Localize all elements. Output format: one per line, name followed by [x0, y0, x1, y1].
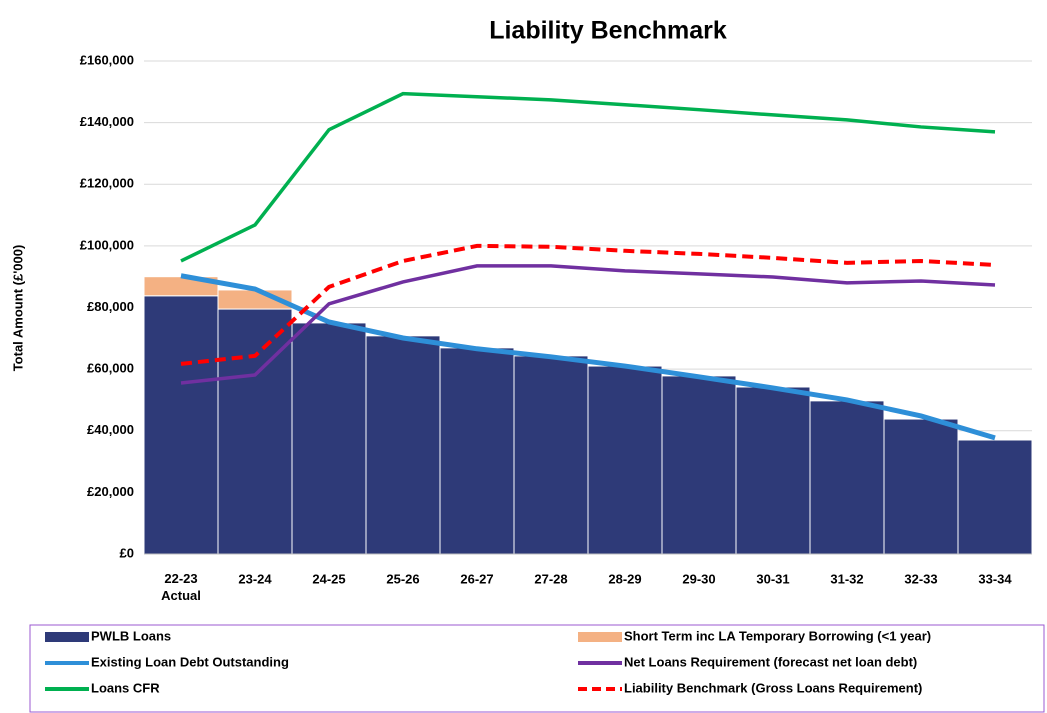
x-tick-label: 24-25: [312, 571, 345, 586]
y-tick-label: £120,000: [80, 176, 134, 191]
legend-label: Loans CFR: [91, 680, 160, 695]
legend-swatch: [578, 632, 622, 642]
x-tick-label: 26-27: [460, 571, 493, 586]
line: [180, 91, 996, 263]
x-tick-line: 22-23: [164, 571, 197, 586]
chart-title: Liability Benchmark: [489, 17, 727, 45]
bar: [291, 322, 367, 555]
legend-label: Liability Benchmark (Gross Loans Require…: [624, 680, 922, 695]
x-tick-label: 30-31: [756, 571, 789, 586]
line: [180, 243, 996, 366]
bar: [809, 400, 885, 555]
bar: [217, 308, 293, 555]
bar: [513, 355, 589, 555]
bar: [957, 439, 1033, 555]
legend-box: [29, 624, 1045, 713]
y-axis-label: Total Amount (£'000): [10, 245, 25, 372]
x-tick-label: 23-24: [238, 571, 272, 586]
y-tick-label: £20,000: [87, 484, 134, 499]
y-tick-label: £80,000: [87, 299, 134, 314]
bar: [735, 386, 811, 555]
line: [180, 264, 996, 385]
legend-label: Short Term inc LA Temporary Borrowing (<…: [624, 628, 931, 643]
bar: [587, 365, 663, 555]
x-tick-line: Actual: [161, 588, 201, 603]
y-tick-label: £100,000: [80, 237, 134, 252]
x-tick-label: 28-29: [608, 571, 641, 586]
y-tick-label: £60,000: [87, 361, 134, 376]
legend-label: PWLB Loans: [91, 628, 171, 643]
y-tick-label: £160,000: [80, 52, 134, 67]
x-tick-label: 31-32: [830, 571, 863, 586]
legend-label: Existing Loan Debt Outstanding: [91, 654, 289, 669]
x-tick-label: 33-34: [978, 571, 1012, 586]
x-tick-label: 25-26: [386, 571, 419, 586]
bar: [143, 295, 219, 555]
legend-swatch: [45, 632, 89, 642]
x-tick-label: 32-33: [904, 571, 937, 586]
x-tick-label: 29-30: [682, 571, 715, 586]
bar: [439, 347, 515, 555]
bar: [365, 335, 441, 555]
bar: [883, 418, 959, 555]
y-tick-label: £0: [120, 545, 134, 560]
y-tick-label: £140,000: [80, 114, 134, 129]
x-tick-label: 27-28: [534, 571, 567, 586]
legend-label: Net Loans Requirement (forecast net loan…: [624, 654, 917, 669]
x-tick-label: 22-23 Actual: [161, 571, 201, 603]
bar: [661, 375, 737, 555]
y-tick-label: £40,000: [87, 422, 134, 437]
